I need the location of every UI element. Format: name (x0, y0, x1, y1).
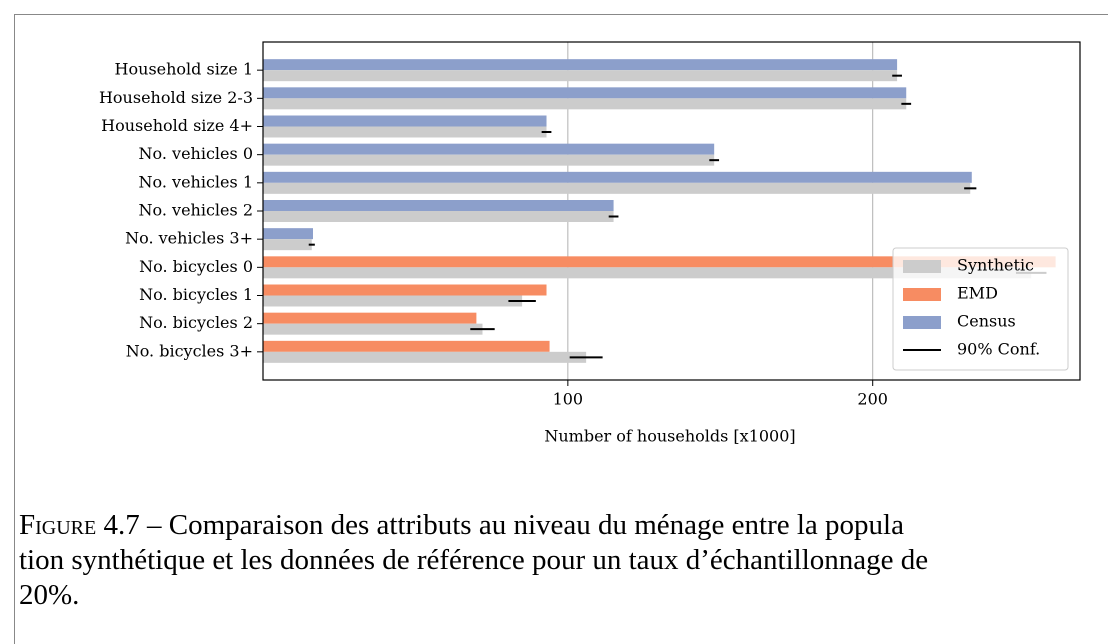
bar (263, 87, 907, 99)
bar (263, 228, 313, 240)
bar (263, 200, 614, 211)
bar (263, 182, 971, 194)
caption-text: tion synthétique et les données de référ… (19, 544, 929, 576)
frame (14, 14, 1108, 644)
plot-frame (262, 41, 1081, 381)
bar (263, 239, 312, 251)
y-tick-label: Household size 1 (115, 60, 253, 79)
legend-swatch (903, 288, 941, 301)
legend-swatch (903, 260, 941, 273)
y-tick-label: No. vehicles 1 (139, 172, 253, 191)
x-tick-label: 200 (857, 390, 888, 409)
caption-line: Figure 4.7 – Comparaison des attributs a… (19, 508, 1108, 543)
bar (263, 143, 715, 155)
y-tick-label: No. bicycles 2 (139, 313, 253, 332)
legend-label: Census (957, 312, 1016, 331)
bar (263, 98, 907, 110)
caption-label: Figure 4.7 (19, 509, 140, 541)
bar (263, 256, 1056, 268)
bar (263, 70, 898, 82)
y-tick-label: No. vehicles 0 (139, 144, 253, 163)
bar (263, 59, 898, 71)
bar (263, 211, 614, 222)
legend-label: EMD (957, 284, 998, 303)
bar (263, 295, 523, 307)
bar (263, 323, 483, 335)
y-tick-label: No. vehicles 2 (139, 201, 253, 220)
legend-label: 90% Conf. (957, 340, 1040, 359)
bar (263, 267, 1032, 279)
caption-text: 20%. (19, 579, 80, 611)
legend-swatch (903, 316, 941, 329)
bar (263, 351, 587, 363)
y-tick-label: No. bicycles 1 (139, 285, 253, 304)
y-tick-label: Household size 2-3 (99, 88, 253, 107)
legend-label: Synthetic (957, 256, 1034, 275)
bar (263, 340, 550, 352)
bar (263, 284, 547, 296)
legend-box (892, 247, 1069, 371)
caption-text: – Comparaison des attributs au niveau du… (146, 509, 904, 541)
y-tick-label: No. bicycles 3+ (126, 341, 253, 360)
bar (263, 154, 715, 166)
caption: Figure 4.7 – Comparaison des attributs a… (19, 508, 1108, 613)
bar (263, 171, 972, 183)
bar (263, 312, 477, 324)
x-tick-label: 100 (553, 390, 584, 409)
y-tick-label: Household size 4+ (101, 116, 253, 135)
bar (263, 126, 547, 138)
caption-line: 20%. (19, 578, 1108, 613)
caption-line: tion synthétique et les données de référ… (19, 543, 1108, 578)
y-tick-label: No. bicycles 0 (139, 257, 253, 276)
bar (263, 115, 547, 127)
legend: Synthetic EMD Census 90% Conf. (892, 247, 1069, 371)
x-axis-label: Number of households [x1000] (544, 427, 795, 446)
y-tick-label: No. vehicles 3+ (125, 229, 253, 248)
